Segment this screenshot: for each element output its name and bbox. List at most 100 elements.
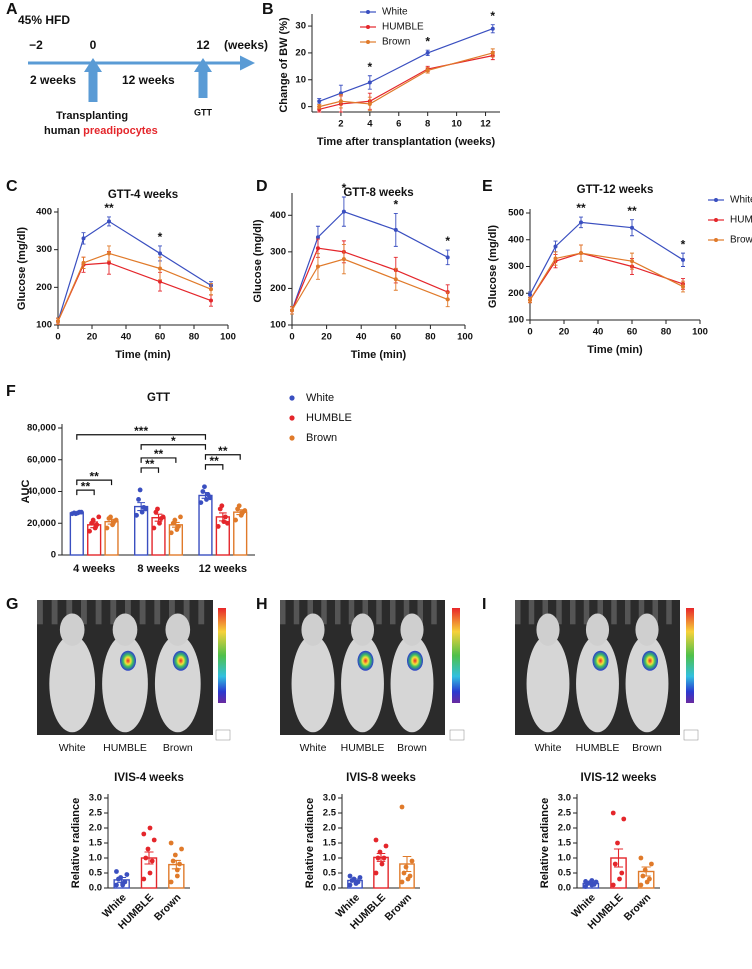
annotation: *: [158, 230, 163, 244]
x-tick-label: 60: [391, 332, 402, 343]
data-point: [137, 487, 143, 493]
significance-bracket: [76, 489, 95, 496]
event-label-red: preadipocytes: [83, 125, 158, 137]
mouse-head: [635, 613, 659, 646]
mouse-body: [291, 635, 335, 733]
data-point: [317, 99, 322, 104]
data-point: [553, 256, 558, 261]
x-tick-label: 0: [527, 327, 532, 338]
data-point: [179, 846, 184, 852]
cage-bar: [51, 600, 58, 625]
cage-bar: [348, 600, 355, 625]
y-tick-label: 0: [301, 101, 306, 112]
data-point: [168, 840, 174, 846]
data-point: [73, 511, 79, 517]
data-point: [528, 292, 532, 297]
data-point: [403, 864, 409, 870]
data-point: [640, 873, 646, 879]
y-tick-label: 20: [295, 47, 306, 58]
data-point: [215, 524, 221, 529]
data-point: [136, 497, 141, 502]
y-tick-label: 0: [51, 550, 56, 561]
event-label: Transplanting: [56, 110, 128, 122]
y-tick-label: 300: [270, 246, 286, 257]
x-tick-label: 12 weeks: [199, 563, 247, 575]
legend-marker: [714, 238, 718, 242]
y-tick-label: 40,000: [27, 486, 56, 497]
y-tick-label: 400: [508, 234, 524, 245]
x-tick-label: 80: [425, 332, 436, 343]
y-axis-label: Relative radiance: [304, 798, 316, 889]
chart-title: IVIS-4 weeks: [114, 772, 184, 784]
y-tick-label: 3.0: [558, 793, 571, 804]
data-point: [157, 520, 162, 526]
data-point: [160, 514, 166, 520]
timeline-tick: 12: [196, 38, 210, 52]
cage-bar: [638, 600, 645, 625]
cage-bar: [362, 600, 368, 625]
data-point: [108, 514, 113, 520]
cage-bar: [542, 600, 548, 625]
cage-bar: [335, 600, 341, 625]
annotation: *: [342, 181, 347, 195]
y-tick-label: 100: [508, 315, 524, 326]
mouse-body: [341, 635, 384, 733]
data-point: [583, 879, 588, 884]
data-point: [107, 260, 111, 265]
cage-bar: [198, 600, 205, 625]
cage-bar: [293, 600, 300, 625]
y-tick-label: 1.5: [323, 838, 337, 849]
x-tick-label: 4: [367, 119, 373, 130]
y-tick-label: 2.0: [89, 823, 102, 834]
y-tick-label: 1.5: [558, 838, 572, 849]
x-axis-label: Time (min): [115, 349, 171, 361]
y-axis-label: Glucose (mg/dl): [16, 227, 28, 310]
data-point: [642, 867, 648, 873]
panel-labels: A B C D E F G H I: [6, 1, 493, 613]
event-arrowhead: [84, 58, 102, 72]
data-point: [393, 277, 398, 282]
y-tick-label: 2.5: [323, 808, 337, 819]
mouse-head: [59, 613, 85, 646]
legend-marker: [714, 218, 718, 222]
cage-bar: [125, 600, 131, 625]
data-point: [399, 879, 405, 885]
cage-bar: [307, 600, 313, 625]
data-point: [490, 26, 495, 31]
significance-bracket: [140, 467, 160, 473]
panel-label: H: [256, 596, 268, 613]
data-point: [147, 825, 153, 831]
data-point: [168, 879, 174, 885]
significance-label: **: [154, 447, 164, 461]
mouse-body: [526, 635, 570, 733]
data-point: [445, 297, 450, 302]
x-tick-label: 40: [593, 327, 604, 338]
mouse-body: [154, 635, 201, 733]
legend-marker: [366, 40, 370, 44]
cage-bar: [95, 600, 102, 625]
data-point: [120, 882, 126, 888]
x-tick-label: 80: [661, 327, 672, 338]
data-point: [381, 855, 387, 861]
x-tick-label: 40: [356, 332, 367, 343]
timeline-title: 45% HFD: [18, 13, 70, 27]
data-point: [170, 858, 176, 864]
data-point: [158, 251, 162, 256]
significance-label: **: [218, 444, 228, 458]
legend-label: Brown: [730, 235, 752, 246]
annotation: *: [445, 234, 450, 248]
data-point: [94, 522, 100, 528]
y-tick-label: 80,000: [27, 423, 56, 434]
error-bar: [144, 851, 154, 865]
y-tick-label: 60,000: [27, 454, 56, 465]
annotation: *: [368, 60, 373, 74]
mouse-body: [49, 635, 96, 733]
y-tick-label: 0.0: [89, 883, 102, 894]
legend-marker: [289, 435, 295, 441]
data-point: [209, 287, 213, 292]
x-tick-label: 100: [220, 332, 236, 343]
y-tick-label: 200: [36, 282, 52, 293]
image-label: Brown: [397, 742, 427, 754]
legend-label: Brown: [306, 432, 337, 444]
significance-label: *: [171, 434, 176, 448]
